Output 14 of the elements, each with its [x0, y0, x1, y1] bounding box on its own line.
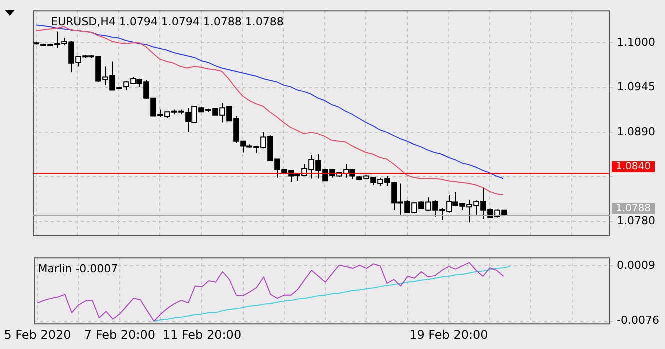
- y-tick-label: 1.1000: [617, 36, 656, 49]
- ref-line-label: 1.0788: [616, 204, 651, 215]
- y-tick-label: 0.0009: [617, 258, 656, 272]
- x-tick-label: 7 Feb 20:00: [84, 328, 156, 342]
- text: Marlin -0.0007: [38, 262, 118, 276]
- y-tick-label: -0.0076: [617, 314, 660, 328]
- x-tick-label: 11 Feb 20:00: [162, 328, 242, 342]
- ref-line-label: 1.0840: [616, 162, 651, 173]
- text: EURUSD,H4 1.0794 1.0794 1.0788 1.0788: [51, 15, 284, 28]
- y-tick-label: 1.0890: [617, 125, 656, 138]
- x-tick-label: 19 Feb 20:00: [410, 328, 488, 342]
- y-tick-label: 1.0945: [617, 80, 656, 94]
- y-tick-label: 1.0780: [617, 214, 656, 228]
- x-tick-label: 5 Feb 2020: [4, 328, 72, 342]
